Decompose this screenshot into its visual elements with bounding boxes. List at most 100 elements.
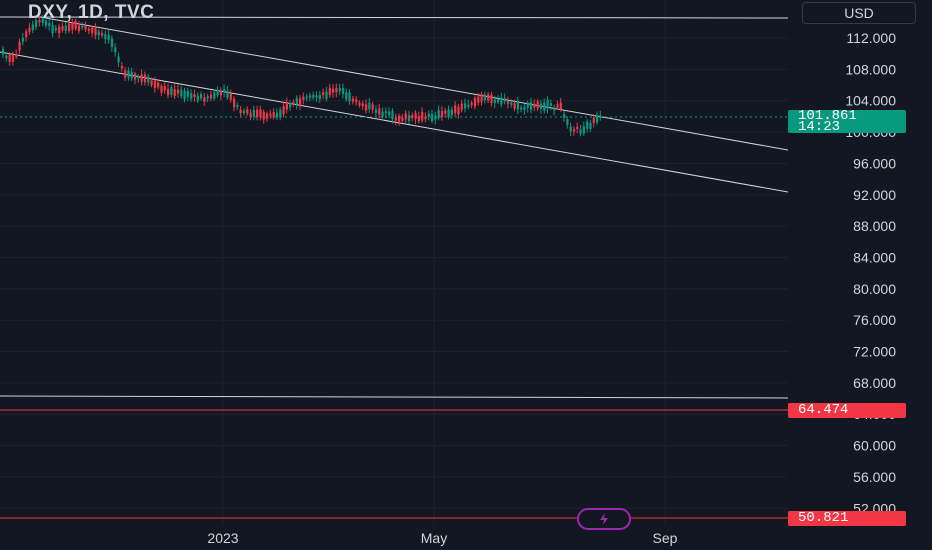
candle-body — [114, 47, 117, 53]
candle-body — [51, 24, 54, 34]
candle-body — [38, 20, 41, 23]
candle-body — [582, 126, 585, 134]
candle-body — [226, 90, 229, 98]
current-price-tag: 101.861 14:23 — [788, 109, 906, 134]
time-tick-label[interactable]: May — [421, 530, 447, 546]
candle-body — [391, 110, 394, 120]
horizontal-low-line[interactable] — [0, 395, 789, 399]
price-tick-label[interactable]: 112.000 — [846, 30, 896, 46]
candle-body — [140, 74, 143, 82]
candle-body — [569, 126, 572, 132]
candle-body — [417, 116, 420, 122]
candle-body — [503, 98, 506, 102]
candle-body — [289, 102, 292, 108]
candle-body — [305, 96, 308, 99]
chart-grid — [0, 0, 788, 525]
candle-body — [101, 33, 104, 36]
candle-body — [153, 80, 156, 88]
candle-body — [365, 104, 368, 111]
candle-body — [170, 87, 173, 95]
candle-body — [242, 110, 246, 114]
candle-body — [104, 34, 107, 40]
candle-body — [358, 102, 361, 106]
candle-body — [464, 103, 467, 109]
candle-body — [394, 117, 397, 121]
price-tick-label[interactable]: 96.000 — [853, 155, 896, 171]
candle-body — [460, 103, 463, 110]
price-tick-label[interactable]: 76.000 — [853, 312, 896, 328]
candle-body — [523, 107, 526, 110]
candle-body — [556, 104, 559, 108]
candle-body — [285, 101, 288, 110]
candle-body — [236, 105, 239, 108]
candle-body — [407, 115, 411, 122]
candle-body — [473, 97, 477, 107]
candle-body — [533, 103, 536, 108]
candle-body — [107, 34, 110, 40]
candle-body — [216, 89, 219, 96]
time-tick-label[interactable]: 2023 — [207, 530, 238, 546]
price-tick-label[interactable]: 92.000 — [853, 187, 896, 203]
price-tick-label[interactable]: 88.000 — [853, 218, 896, 234]
price-tick-label[interactable]: 104.000 — [845, 93, 896, 109]
candle-body — [68, 23, 71, 32]
candle-body — [431, 113, 434, 122]
candle-body — [130, 71, 133, 79]
candle-body — [272, 112, 275, 118]
candle-body — [586, 121, 589, 129]
price-tick-label[interactable]: 72.000 — [853, 344, 896, 360]
candle-body — [150, 80, 153, 86]
candle-body — [18, 41, 21, 51]
candle-body — [134, 73, 137, 80]
candle-body — [292, 102, 295, 105]
candle-body — [335, 88, 338, 93]
candle-body — [44, 20, 48, 26]
candle-body — [196, 95, 199, 101]
price-tick-label[interactable]: 56.000 — [853, 469, 896, 485]
candle-body — [193, 94, 196, 98]
price-tick-label[interactable]: 68.000 — [853, 375, 896, 391]
price-tick-label[interactable]: 108.000 — [845, 61, 896, 77]
candle-body — [404, 113, 407, 120]
candle-body — [341, 88, 345, 95]
lightning-button[interactable] — [577, 508, 631, 530]
candle-body — [295, 98, 298, 105]
time-tick-label[interactable]: Sep — [653, 530, 678, 546]
candle-body — [539, 103, 543, 109]
candle-body — [5, 55, 8, 59]
time-axis[interactable]: 2023 May Sep — [207, 530, 677, 546]
candle-body — [249, 112, 252, 117]
candle-body — [84, 26, 87, 30]
channel-upper-line[interactable] — [39, 16, 789, 151]
price-tick-label[interactable]: 80.000 — [853, 281, 896, 297]
price-axis[interactable]: 112.000108.000104.000100.00096.00092.000… — [845, 30, 896, 516]
candle-body — [437, 109, 440, 119]
candle-body — [506, 100, 510, 104]
candle-body — [477, 96, 480, 103]
candle-body — [351, 98, 354, 102]
candle-body — [160, 85, 163, 93]
candle-body — [74, 20, 77, 29]
candle-body — [41, 18, 44, 23]
candle-body — [229, 93, 232, 100]
currency-button[interactable]: USD — [802, 2, 916, 24]
candle-body — [176, 89, 180, 94]
candle-body — [186, 90, 189, 97]
candle-body — [490, 94, 493, 104]
price-tick-label[interactable]: 84.000 — [853, 249, 896, 265]
candle-body — [361, 103, 364, 107]
candle-body — [35, 20, 38, 27]
candle-body — [252, 109, 255, 117]
candle-body — [180, 89, 183, 97]
trendlines[interactable] — [0, 16, 789, 519]
channel-lower-line[interactable] — [0, 51, 789, 193]
price-tick-label[interactable]: 60.000 — [853, 438, 896, 454]
horizontal-top-line[interactable] — [0, 16, 789, 19]
candle-body — [549, 103, 552, 106]
candle-body — [579, 129, 582, 134]
candle-body — [447, 109, 450, 118]
symbol-title[interactable]: DXY, 1D, TVC — [28, 2, 155, 23]
candle-body — [546, 99, 549, 109]
candle-body — [124, 70, 127, 78]
